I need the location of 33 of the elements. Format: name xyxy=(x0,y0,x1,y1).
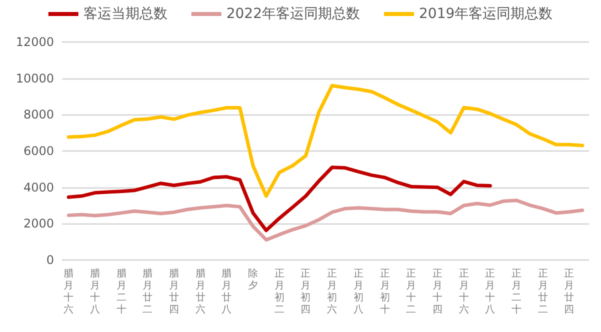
x-tick-label: 腊月二十 xyxy=(116,268,126,316)
x-tick-label: 正月初二 xyxy=(274,268,284,316)
y-tick-label: 0 xyxy=(46,253,54,267)
y-tick-label: 2000 xyxy=(23,216,54,231)
x-tick-label: 正月初四 xyxy=(300,268,311,316)
legend-label: 2019年客运同期总数 xyxy=(419,6,553,22)
line-series xyxy=(66,198,584,242)
x-tick-label: 除夕 xyxy=(248,268,258,292)
x-tick-label: 正月初六 xyxy=(327,268,338,316)
y-tick-label: 6000 xyxy=(23,144,54,158)
x-tick-label: 正月初十 xyxy=(380,268,390,316)
legend-label: 客运当期总数 xyxy=(83,6,168,22)
x-tick-label: 正月十二 xyxy=(406,268,416,316)
x-tick-label: 正月二十 xyxy=(512,268,522,316)
x-tick-label: 正月十八 xyxy=(485,268,496,316)
legend-label: 2022年客运同期总数 xyxy=(226,6,360,22)
y-tick-label: 8000 xyxy=(23,108,54,122)
x-tick-label: 正月十四 xyxy=(432,268,442,316)
x-tick-label: 腊月十六 xyxy=(64,268,74,316)
x-tick-label: 腊月廿六 xyxy=(195,268,206,316)
y-tick-label: 10000 xyxy=(16,71,54,86)
x-tick-label: 腊月廿八 xyxy=(222,268,232,316)
y-tick-label: 12000 xyxy=(16,35,54,49)
y-tick-label: 4000 xyxy=(23,180,54,194)
x-tick-label: 正月十六 xyxy=(458,268,469,316)
line-series xyxy=(66,84,584,198)
x-tick-label: 正月廿二 xyxy=(538,268,548,316)
x-tick-label: 正月初八 xyxy=(353,268,364,316)
x-tick-label: 腊月廿四 xyxy=(168,268,179,316)
x-tick-label: 腊月十八 xyxy=(90,268,100,316)
x-tick-label: 正月廿四 xyxy=(564,268,574,316)
x-tick-label: 腊月廿二 xyxy=(142,268,153,316)
line-series xyxy=(66,166,492,232)
